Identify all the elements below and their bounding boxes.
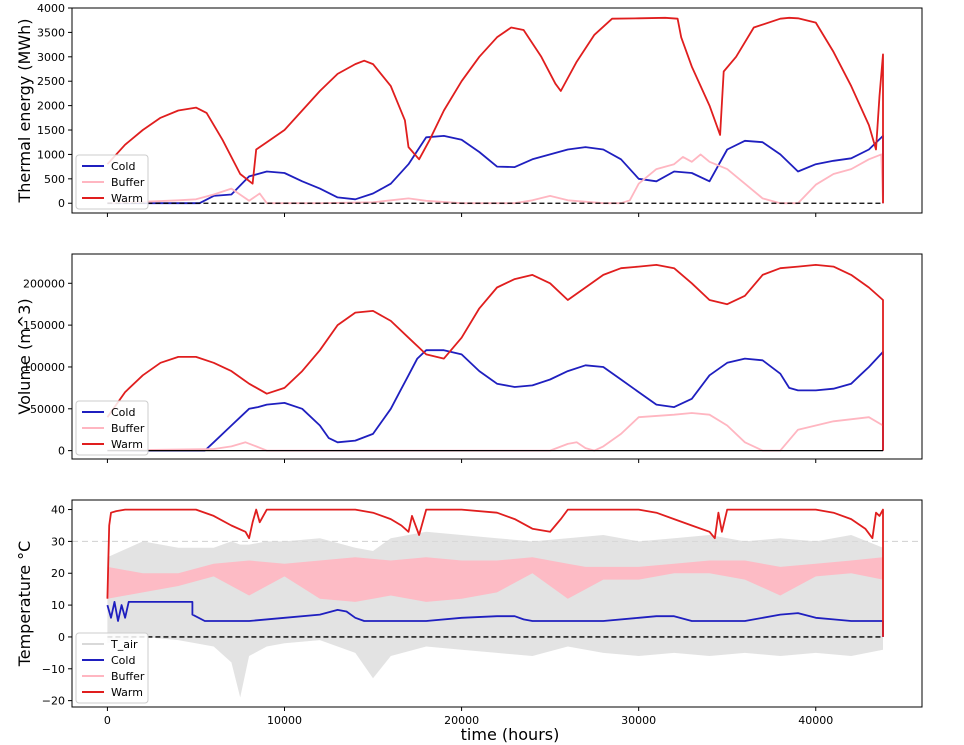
y-axis-label: Volume (m^3) <box>15 298 34 414</box>
y-tick-label: 0 <box>58 631 65 644</box>
y-axis-label: Thermal energy (MWh) <box>15 18 34 203</box>
axes-frame <box>71 7 923 214</box>
y-tick-label: 150000 <box>23 319 65 332</box>
x-axis-label: time (hours) <box>461 725 560 744</box>
y-tick-label: 200000 <box>23 277 65 290</box>
legend-label: Cold <box>111 654 135 667</box>
y-tick-label: 50000 <box>30 403 65 416</box>
axes-frame <box>71 253 923 460</box>
legend: T_air Cold Buffer Warm <box>75 632 149 704</box>
plot-area <box>106 16 884 205</box>
y-tick-label: 1500 <box>37 124 65 137</box>
legend-label: Warm <box>111 686 143 699</box>
series-warm-line <box>106 508 884 637</box>
panel-3: −20 −10 0 10 20 30 40 0 10000 20000 30000 40000 Temp… <box>15 499 923 727</box>
legend-box <box>75 632 149 704</box>
series-cold-line <box>107 134 884 205</box>
legend-label: Buffer <box>111 670 145 683</box>
legend-box <box>75 154 149 210</box>
y-tick-label: 100000 <box>23 361 65 374</box>
series-buffer-line <box>107 153 884 205</box>
y-tick-label: −10 <box>42 663 65 676</box>
series-cold-line <box>107 349 884 452</box>
y-tick-label: 0 <box>58 445 65 458</box>
series-t-air-band <box>107 531 883 698</box>
y-tick-label: 0 <box>58 197 65 210</box>
legend-label: Warm <box>111 438 143 451</box>
series-cold-line <box>106 601 884 637</box>
y-axis-label: Temperature °C <box>15 541 34 668</box>
legend-label: Buffer <box>111 176 145 189</box>
y-tick-label: 40 <box>51 504 65 517</box>
plot-area <box>72 508 922 698</box>
legend-label: Cold <box>111 406 135 419</box>
y-tick-label: 500 <box>44 173 65 186</box>
legend-label: T_air <box>110 638 138 651</box>
y-tick-label: 2500 <box>37 75 65 88</box>
series-warm-line <box>106 16 884 204</box>
y-tick-label: −20 <box>42 695 65 708</box>
legend-label: Warm <box>111 192 143 205</box>
legend: Cold Buffer Warm <box>75 400 149 456</box>
x-tick-label: 10000 <box>267 714 302 727</box>
legend-label: Buffer <box>111 422 145 435</box>
panel-2: 0 50000 100000 150000 200000 Volume (m^3) Cold… <box>15 253 923 463</box>
plot-area <box>106 263 884 452</box>
y-tick-label: 20 <box>51 567 65 580</box>
y-tick-label: 1000 <box>37 148 65 161</box>
legend-label: Cold <box>111 160 135 173</box>
legend: Cold Buffer Warm <box>75 154 149 210</box>
x-tick-label: 0 <box>104 714 111 727</box>
y-tick-label: 3500 <box>37 26 65 39</box>
series-warm-line <box>106 263 884 451</box>
series-buffer-band <box>107 557 883 602</box>
y-tick-label: 2000 <box>37 100 65 113</box>
panel-1: 0 500 1000 1500 2000 2500 3000 3500 4000Thermal … <box>15 2 923 217</box>
x-tick-label: 30000 <box>621 714 656 727</box>
axes-frame <box>71 499 923 708</box>
legend-box <box>75 400 149 456</box>
x-tick-label: 40000 <box>798 714 833 727</box>
y-tick-label: 3000 <box>37 51 65 64</box>
y-tick-label: 10 <box>51 599 65 612</box>
y-tick-label: 30 <box>51 535 65 548</box>
y-tick-label: 4000 <box>37 2 65 15</box>
x-tick-label: 20000 <box>444 714 479 727</box>
